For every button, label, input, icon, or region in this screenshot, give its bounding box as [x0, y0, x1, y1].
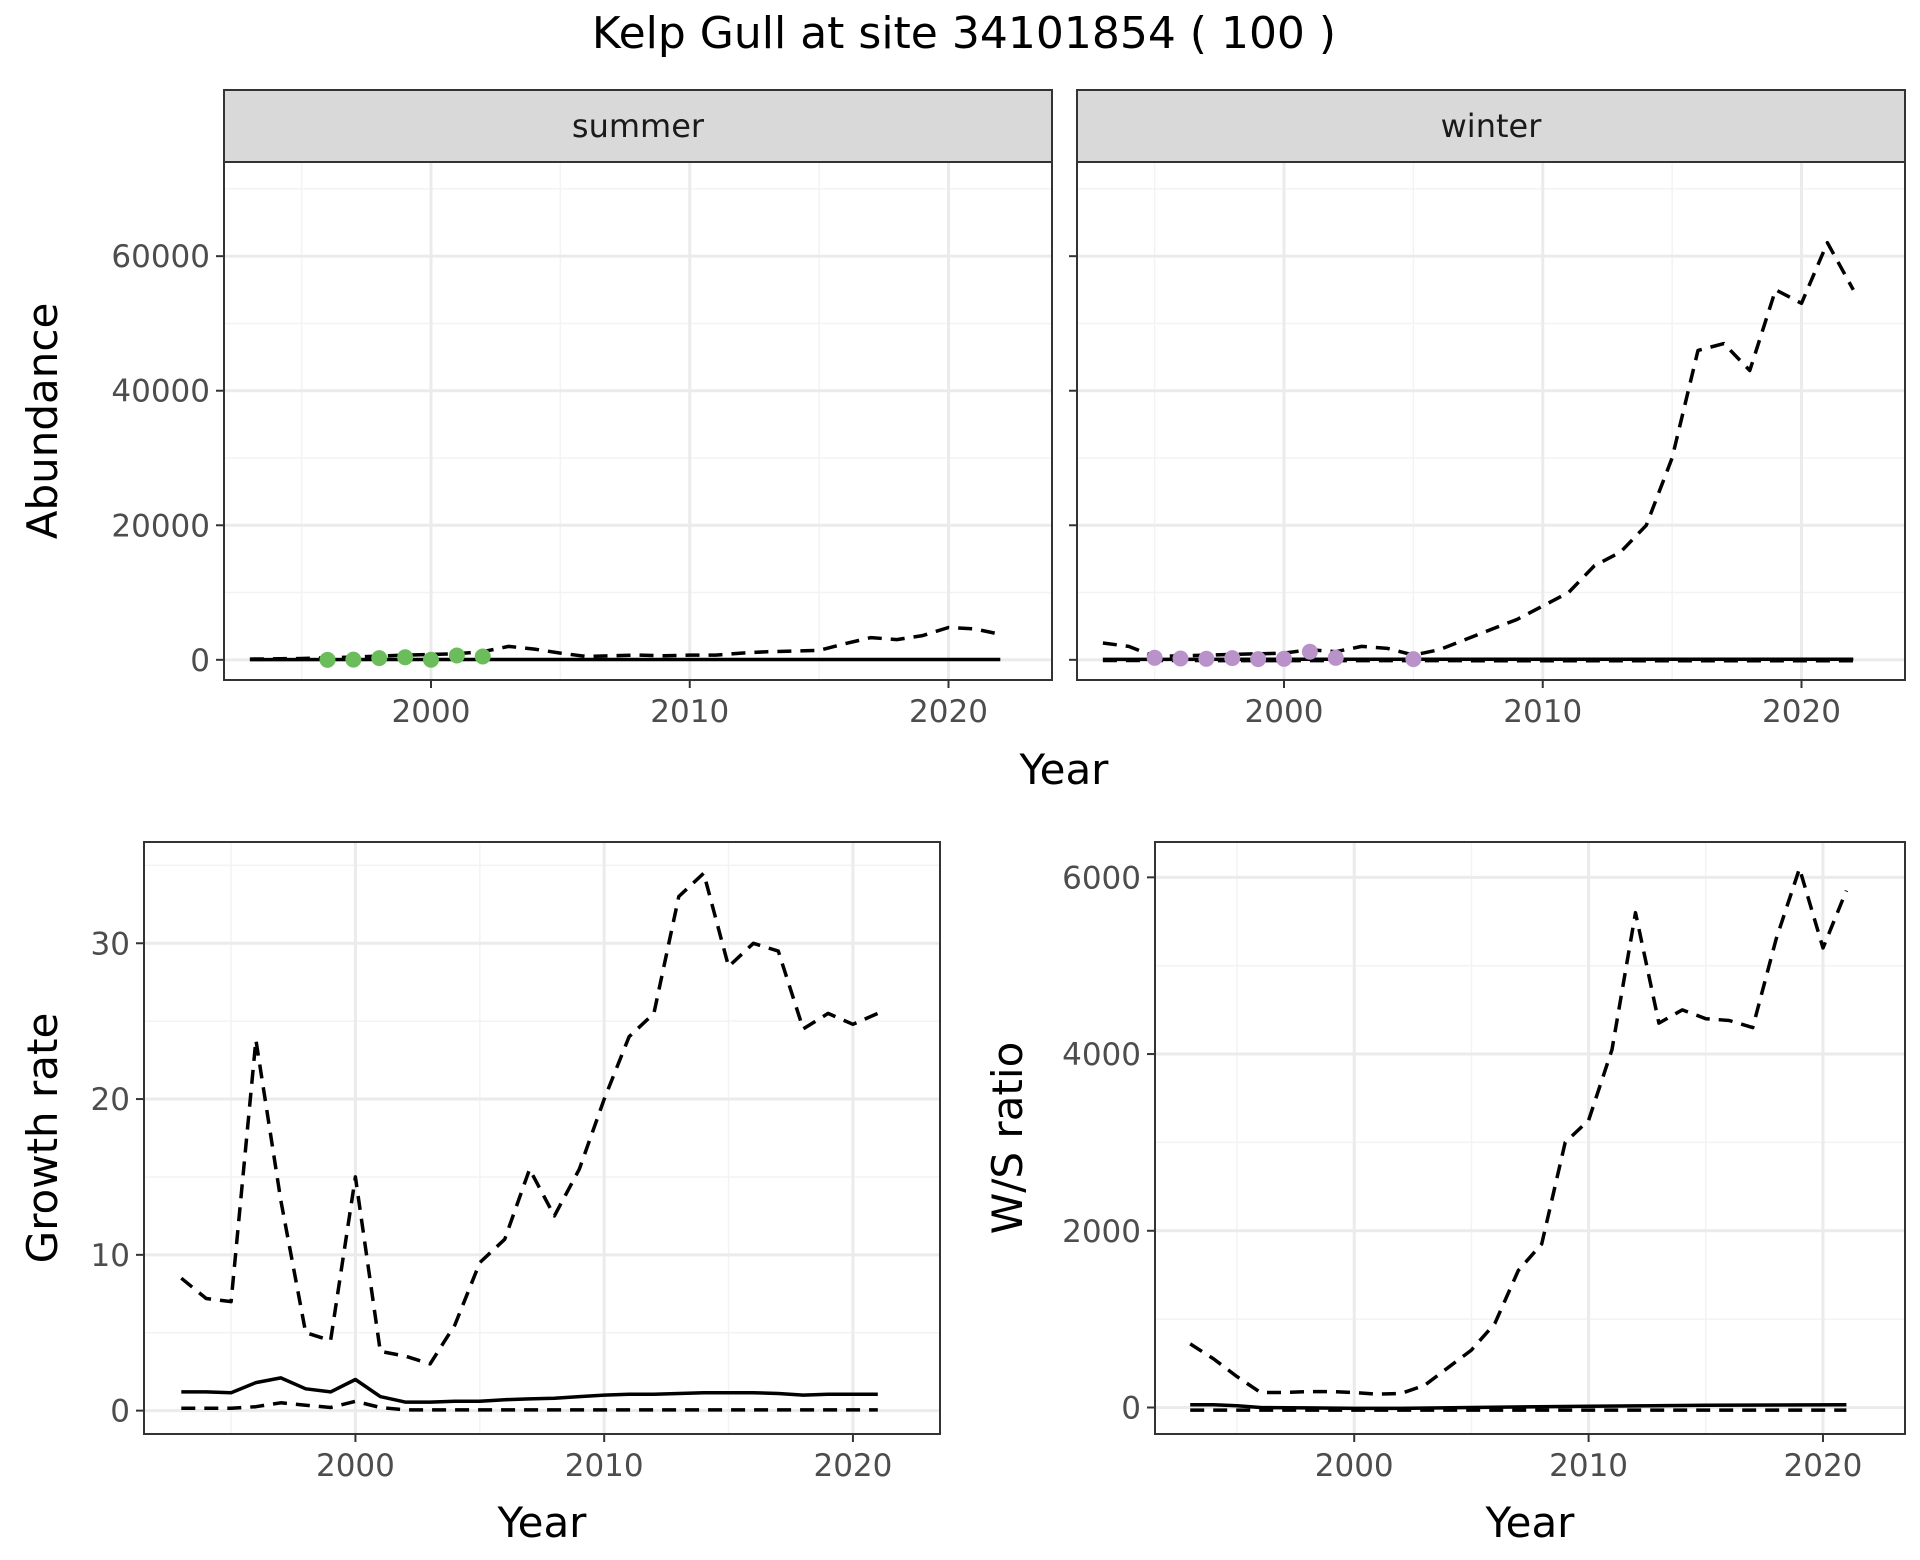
x-tick-label: 2000 — [1245, 694, 1324, 730]
x-tick-label: 2020 — [909, 694, 988, 730]
y-axis-title: Abundance — [18, 303, 67, 540]
data-point — [319, 651, 336, 668]
facet-label: summer — [572, 107, 705, 145]
data-point — [1327, 649, 1344, 666]
data-point — [1276, 650, 1292, 667]
y-tick-label: 0 — [1121, 1390, 1141, 1426]
y-tick-label: 0 — [110, 1394, 130, 1430]
panel-border — [1154, 841, 1906, 1435]
panel-background — [224, 162, 1052, 680]
panel-background — [1155, 842, 1905, 1434]
panel-winter: winter 2000 2010 2020 — [1069, 89, 1906, 730]
y-tick-label: 20 — [91, 1082, 130, 1118]
series-group — [1102, 240, 1855, 668]
y-tick-label: 4000 — [1062, 1037, 1141, 1073]
y-tick-label: 2000 — [1062, 1214, 1141, 1250]
x-tick-label: 2020 — [813, 1448, 892, 1484]
y-tick-label: 10 — [91, 1238, 130, 1274]
data-point — [1224, 650, 1241, 667]
data-point — [1250, 651, 1267, 668]
data-point — [423, 651, 439, 668]
grid — [144, 842, 940, 1434]
data-point — [345, 651, 362, 668]
data-point — [371, 650, 388, 667]
data-point — [1301, 643, 1318, 660]
data-point — [397, 649, 414, 666]
shared-x-axis-title: Year — [1019, 745, 1110, 794]
x-tick-label: 2000 — [392, 694, 471, 730]
panel-border — [143, 841, 941, 1435]
y-tick-label: 40000 — [111, 374, 210, 410]
grid — [1077, 162, 1905, 680]
figure-title: Kelp Gull at site 34101854 ( 100 ) — [592, 8, 1336, 59]
panel-chart-3: 2000 2010 2020 0 2000 4000 6000 Year W/S ratio — [983, 841, 1906, 1547]
panel-summer: summer 2000 2010 2020 0 20000 40000 60000 Abunda… — [18, 89, 1053, 730]
series-group — [249, 625, 1001, 668]
facet-label: winter — [1441, 107, 1543, 145]
series-line-solid — [181, 1376, 878, 1404]
x-tick-label: 2000 — [316, 1448, 395, 1484]
x-tick-label: 2020 — [1784, 1448, 1863, 1484]
panel-chart-2: 2000 2010 2020 0 10 20 30 Year Growth rate — [18, 841, 941, 1547]
data-point — [448, 647, 465, 664]
y-tick-label: 30 — [91, 926, 130, 962]
y-axis-title: W/S ratio — [983, 1042, 1032, 1235]
data-point — [1405, 651, 1422, 668]
data-point — [474, 648, 491, 665]
x-tick-label: 2000 — [1315, 1448, 1394, 1484]
x-tick-label: 2010 — [650, 694, 729, 730]
x-tick-label: 2010 — [1503, 694, 1582, 730]
y-tick-label: 60000 — [111, 239, 210, 275]
series-group — [1189, 866, 1849, 1412]
y-axis-title: Growth rate — [18, 1013, 67, 1264]
series-line-dashed — [1189, 866, 1849, 1396]
data-point — [1146, 649, 1163, 666]
data-point — [1198, 650, 1215, 667]
panel-background — [1077, 162, 1905, 680]
panel-background — [144, 842, 940, 1434]
y-tick-label: 0 — [190, 643, 210, 679]
facet-strip — [223, 89, 1053, 163]
y-tick-label: 20000 — [111, 508, 210, 544]
x-axis-title: Year — [497, 1498, 588, 1547]
series-group — [180, 871, 879, 1412]
x-tick-label: 2010 — [565, 1448, 644, 1484]
x-tick-label: 2020 — [1762, 694, 1841, 730]
x-tick-label: 2010 — [1549, 1448, 1628, 1484]
series-line-dashed — [181, 1399, 878, 1412]
y-tick-label: 6000 — [1062, 860, 1141, 896]
data-point — [1172, 650, 1189, 667]
facet-strip — [1076, 89, 1906, 163]
x-axis-title: Year — [1485, 1498, 1576, 1547]
